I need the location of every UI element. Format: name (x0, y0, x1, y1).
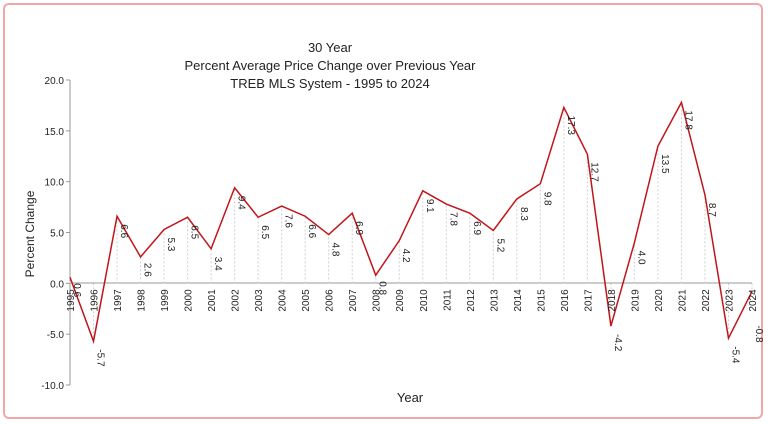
x-tick-label: 2007 (348, 289, 359, 312)
x-tick-label: 2013 (489, 289, 500, 312)
data-value-label: 4.8 (330, 243, 341, 257)
data-value-label: 0.8 (377, 281, 388, 295)
data-value-label: 6.5 (259, 225, 270, 239)
x-tick-label: 2016 (560, 289, 571, 312)
x-tick-label: 2009 (395, 289, 406, 312)
data-value-label: 13.5 (659, 154, 670, 174)
x-tick-label: 2022 (701, 289, 712, 312)
data-value-label: 3.4 (212, 257, 223, 271)
data-value-label: 9.4 (236, 196, 247, 210)
x-tick-label: 1995 (66, 289, 77, 312)
x-tick-label: 2003 (254, 289, 265, 312)
data-value-label: -4.2 (612, 334, 623, 352)
x-tick-label: 2023 (724, 289, 735, 312)
data-value-label: 8.7 (706, 203, 717, 217)
series-line (69, 100, 753, 345)
y-tick-label: -10.0 (41, 381, 64, 392)
data-value-label: 8.3 (518, 207, 529, 221)
chart-frame (3, 3, 763, 419)
data-value-label: 7.8 (447, 212, 458, 226)
data-value-label: 12.7 (588, 162, 599, 182)
data-value-label: 9.1 (424, 199, 435, 213)
x-tick-label: 1997 (113, 289, 124, 312)
data-value-label: 9.8 (541, 192, 552, 206)
x-tick-label: 2021 (677, 289, 688, 312)
x-tick-label: 2020 (654, 289, 665, 312)
x-tick-label: 2001 (207, 289, 218, 312)
data-value-label: 7.6 (283, 214, 294, 228)
y-tick-label: 5.0 (50, 229, 64, 240)
x-tick-label: 2015 (536, 289, 547, 312)
x-tick-label: 2014 (513, 289, 524, 312)
data-value-label: 17.3 (565, 115, 576, 135)
y-tick-label: 10.0 (45, 178, 65, 189)
x-axis-label: Year (397, 390, 424, 405)
data-value-label: 6.5 (189, 225, 200, 239)
x-tick-label: 2018 (607, 289, 618, 312)
data-value-label: 17.8 (682, 110, 693, 130)
x-tick-label: 1998 (137, 289, 148, 312)
data-value-label: 6.6 (118, 224, 129, 238)
y-axis-label: Percent Change (23, 190, 37, 277)
x-tick-label: 2010 (419, 289, 430, 312)
x-tick-label: 2005 (301, 289, 312, 312)
data-value-label: -5.7 (95, 349, 106, 367)
chart-title-line-2: Percent Average Price Change over Previo… (185, 58, 477, 73)
data-value-label: -5.4 (729, 346, 740, 364)
data-value-label: 4.2 (400, 249, 411, 263)
x-tick-label: 2002 (231, 289, 242, 312)
data-value-label: 2.6 (142, 263, 153, 277)
x-tick-label: 2008 (372, 289, 383, 312)
data-value-label: 0.6 (71, 283, 82, 297)
x-tick-label: 2000 (184, 289, 195, 312)
data-value-label: 6.6 (306, 224, 317, 238)
y-tick-label: 15.0 (45, 127, 65, 138)
x-tick-label: 2017 (583, 289, 594, 312)
x-tick-label: 2006 (325, 289, 336, 312)
y-tick-label: 20.0 (45, 76, 65, 87)
x-tick-label: 2019 (630, 289, 641, 312)
data-value-label: 6.9 (353, 221, 364, 235)
data-value-label: 5.2 (494, 238, 505, 252)
x-tick-label: 2004 (278, 289, 289, 312)
y-tick-label: -5.0 (47, 330, 65, 341)
x-tick-label: 2011 (442, 289, 453, 311)
data-value-label: 4.0 (635, 251, 646, 265)
x-tick-label: 1999 (160, 289, 171, 312)
x-tick-label: 1996 (90, 289, 101, 312)
data-value-label: 6.9 (471, 221, 482, 235)
x-tick-label: 2012 (466, 289, 477, 312)
chart-title-line-1: 30 Year (308, 40, 353, 55)
data-value-label: 5.3 (165, 237, 176, 251)
chart-title-line-3: TREB MLS System - 1995 to 2024 (230, 76, 429, 91)
x-tick-label: 2024 (748, 289, 759, 312)
y-tick-label: 0.0 (50, 279, 64, 290)
data-value-label: -0.8 (753, 325, 764, 343)
